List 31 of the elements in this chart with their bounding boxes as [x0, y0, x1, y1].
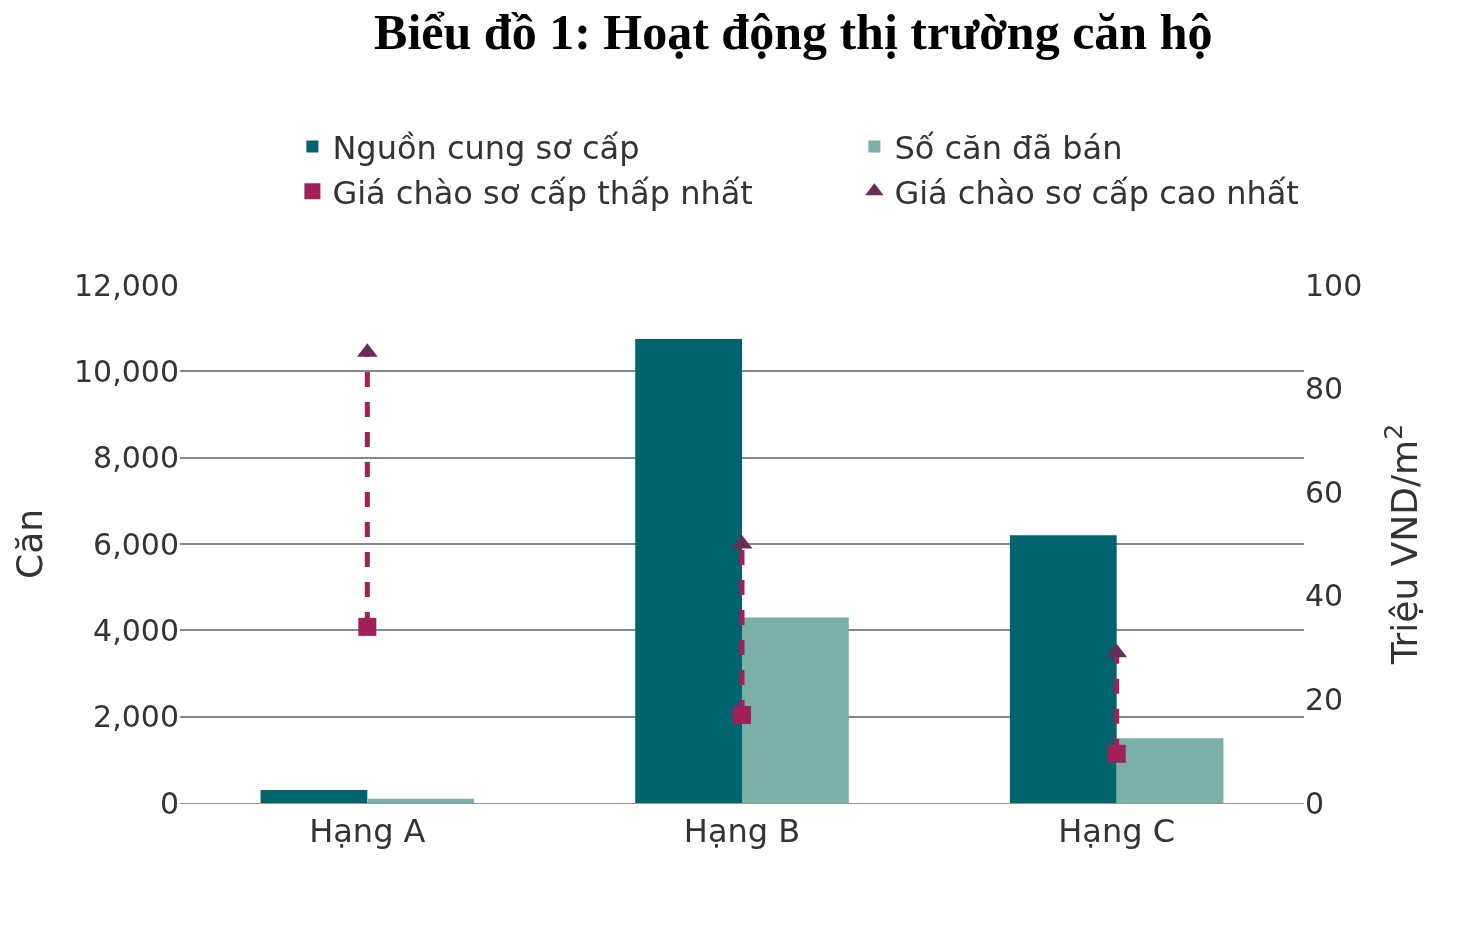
- y2-tick-label: 60: [1305, 474, 1344, 510]
- y-axis-title: Căn: [8, 508, 50, 580]
- bar: [367, 798, 475, 803]
- y2-tick-label: 0: [1305, 785, 1325, 821]
- x-tick-label: Hạng C: [1058, 812, 1176, 851]
- legend-label: Số căn đã bán: [894, 129, 1123, 168]
- y-tick-label: 0: [159, 785, 179, 821]
- y2-tick-label: 20: [1305, 681, 1344, 717]
- y2-tick-label: 80: [1305, 371, 1344, 407]
- bar: [1009, 535, 1117, 803]
- y-tick-label: 4,000: [93, 612, 179, 648]
- y-tick-label: 2,000: [93, 699, 179, 735]
- point: [1107, 744, 1126, 763]
- x-tick-label: Hạng A: [309, 812, 426, 851]
- legend-label: Giá chào sơ cấp cao nhất: [894, 173, 1299, 212]
- y-tick-label: 12,000: [74, 267, 179, 303]
- bar: [260, 790, 368, 803]
- point: [733, 705, 751, 724]
- point: [358, 617, 377, 636]
- bar: [742, 617, 849, 803]
- legend-label: Nguồn cung sơ cấp: [332, 129, 640, 168]
- legend-label: Giá chào sơ cấp thấp nhất: [332, 173, 753, 212]
- x-tick-label: Hạng B: [683, 812, 801, 851]
- y-tick-label: 10,000: [74, 353, 179, 389]
- y-tick-label: 6,000: [93, 526, 179, 562]
- bar: [1116, 738, 1224, 803]
- bar: [635, 338, 742, 803]
- chart-title: Biểu đồ 1: Hoạt động thị trường căn hộ: [374, 4, 1213, 61]
- y2-tick-label: 40: [1305, 578, 1344, 614]
- y-tick-label: 8,000: [93, 440, 179, 476]
- y2-tick-label: 100: [1305, 267, 1363, 303]
